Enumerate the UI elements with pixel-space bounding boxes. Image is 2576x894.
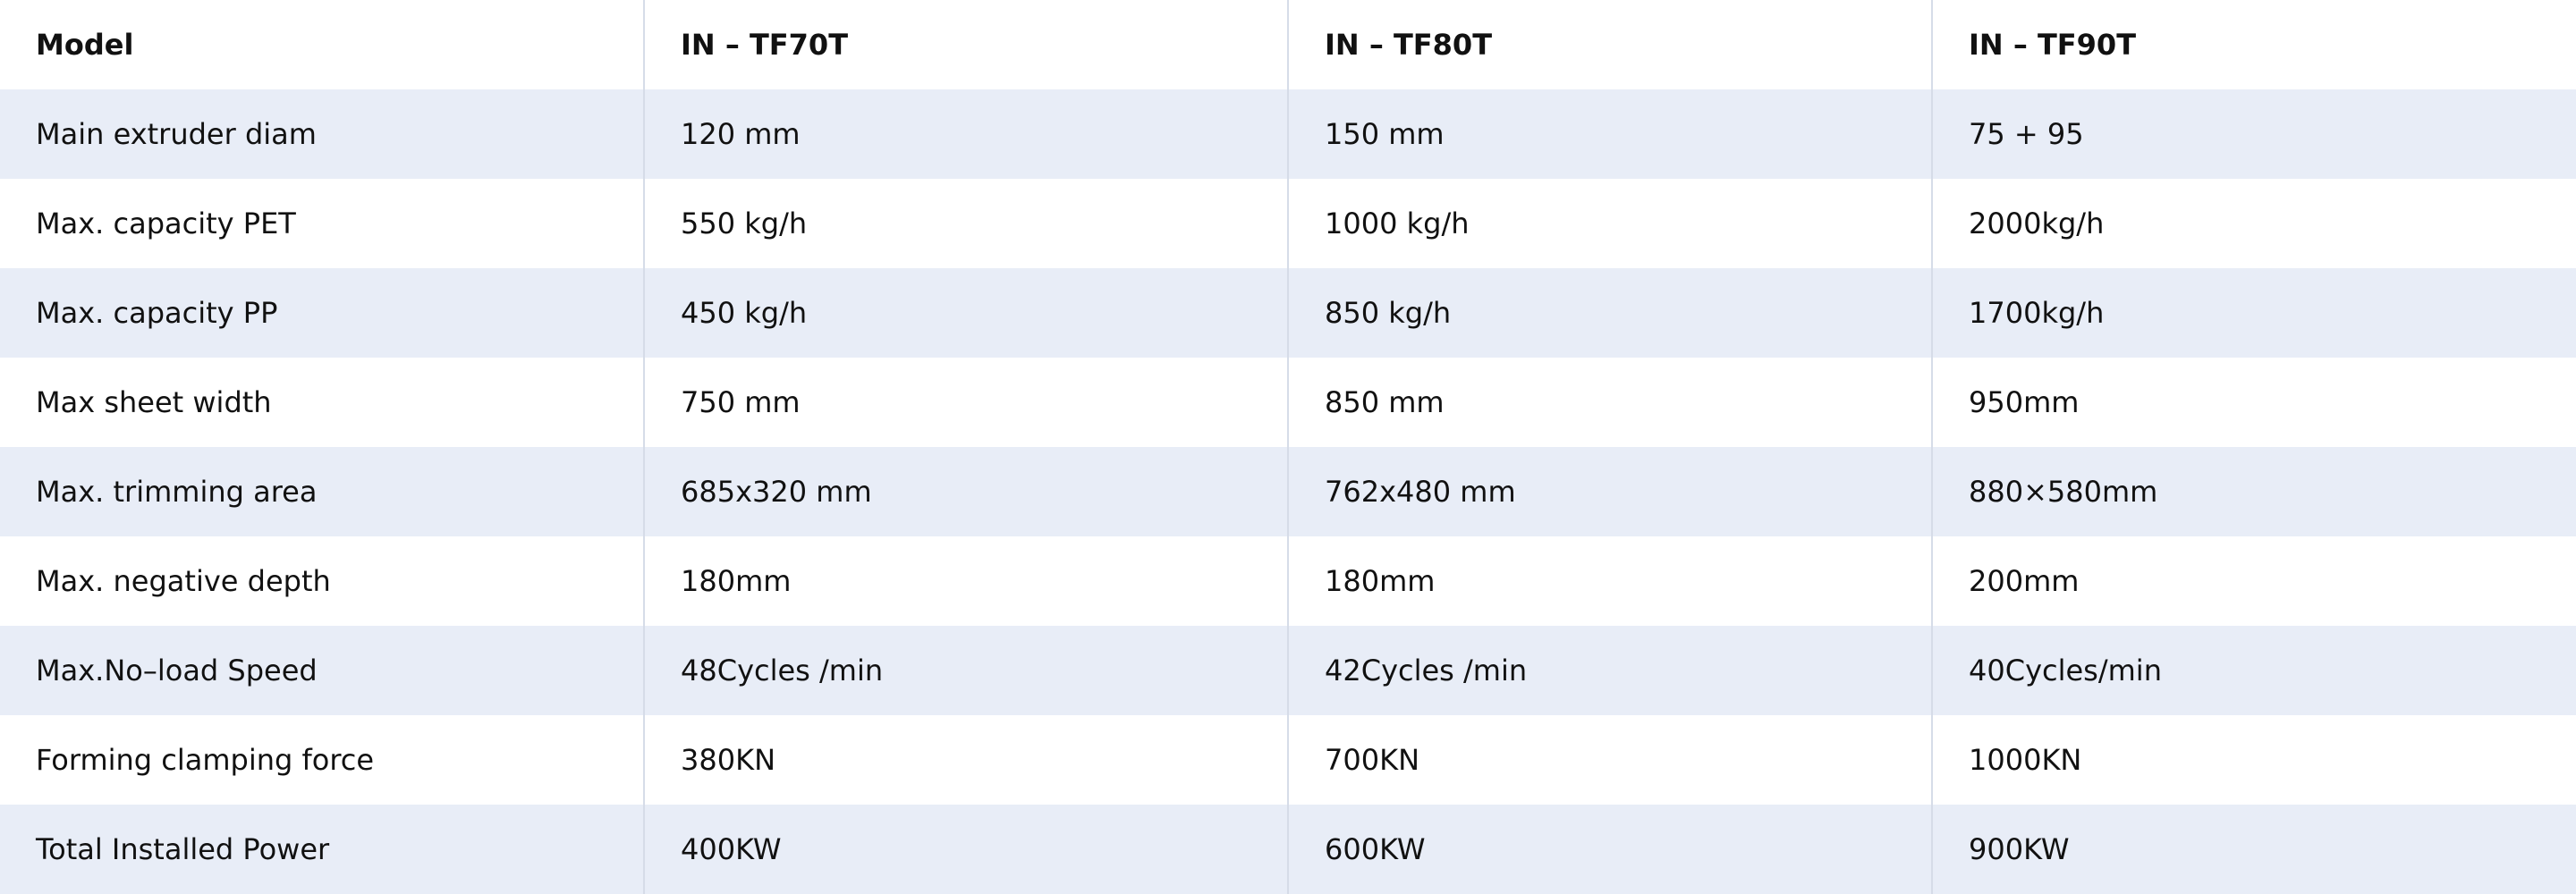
cell: 200mm [1931,536,2576,626]
header-cell: IN – TF80T [1287,0,1932,89]
cell: 1000 kg/h [1287,179,1932,268]
cell: 42Cycles /min [1287,626,1932,715]
table-row: Max.No–load Speed 48Cycles /min 42Cycles /… [0,626,2576,715]
cell: 180mm [643,536,1288,626]
cell: 900KW [1931,805,2576,894]
header-cell: Model [36,28,134,62]
table-row: Max sheet width 750 mm 850 mm 950mm [0,358,2576,447]
cell: 150 mm [1287,89,1932,179]
cell: 180mm [1287,536,1932,626]
header-cell: IN – TF90T [1931,0,2576,89]
table-row: Max. capacity PET 550 kg/h 1000 kg/h 2000kg… [0,179,2576,268]
table-row: Forming clamping force 380KN 700KN 1000KN [0,715,2576,805]
table-row: Total Installed Power 400KW 600KW 900KW [0,805,2576,894]
cell: 40Cycles/min [1931,626,2576,715]
cell: 700KN [1287,715,1932,805]
row-label: Max.No–load Speed [36,654,318,687]
row-label: Total Installed Power [36,832,330,866]
cell: 400KW [643,805,1288,894]
row-label: Max sheet width [36,385,272,419]
row-label: Forming clamping force [36,743,375,777]
cell: 550 kg/h [643,179,1288,268]
cell: 75 + 95 [1931,89,2576,179]
table-row: Max. negative depth 180mm 180mm 200mm [0,536,2576,626]
cell: 750 mm [643,358,1288,447]
cell: 120 mm [643,89,1288,179]
header-cell: IN – TF70T [643,0,1288,89]
cell: 450 kg/h [643,268,1288,358]
row-label: Max. capacity PET [36,207,296,240]
header-row: Model IN – TF70T IN – TF80T IN – TF90T [0,0,2576,89]
cell: 1700kg/h [1931,268,2576,358]
row-label: Max. trimming area [36,475,318,509]
row-label: Main extruder diam [36,117,317,151]
table-header: Model IN – TF70T IN – TF80T IN – TF90T [0,0,2576,89]
row-label: Max. negative depth [36,564,331,598]
cell: 600KW [1287,805,1932,894]
cell: 685x320 mm [643,447,1288,536]
cell: 880×580mm [1931,447,2576,536]
cell: 950mm [1931,358,2576,447]
cell: 380KN [643,715,1288,805]
table-body: Main extruder diam 120 mm 150 mm 75 + 95 Max… [0,89,2576,894]
cell: 850 mm [1287,358,1932,447]
table-row: Max. capacity PP 450 kg/h 850 kg/h 1700kg/h [0,268,2576,358]
row-label: Max. capacity PP [36,296,278,330]
table-row: Main extruder diam 120 mm 150 mm 75 + 95 [0,89,2576,179]
cell: 1000KN [1931,715,2576,805]
cell: 2000kg/h [1931,179,2576,268]
cell: 850 kg/h [1287,268,1932,358]
cell: 762x480 mm [1287,447,1932,536]
cell: 48Cycles /min [643,626,1288,715]
table-row: Max. trimming area 685x320 mm 762x480 mm 88… [0,447,2576,536]
